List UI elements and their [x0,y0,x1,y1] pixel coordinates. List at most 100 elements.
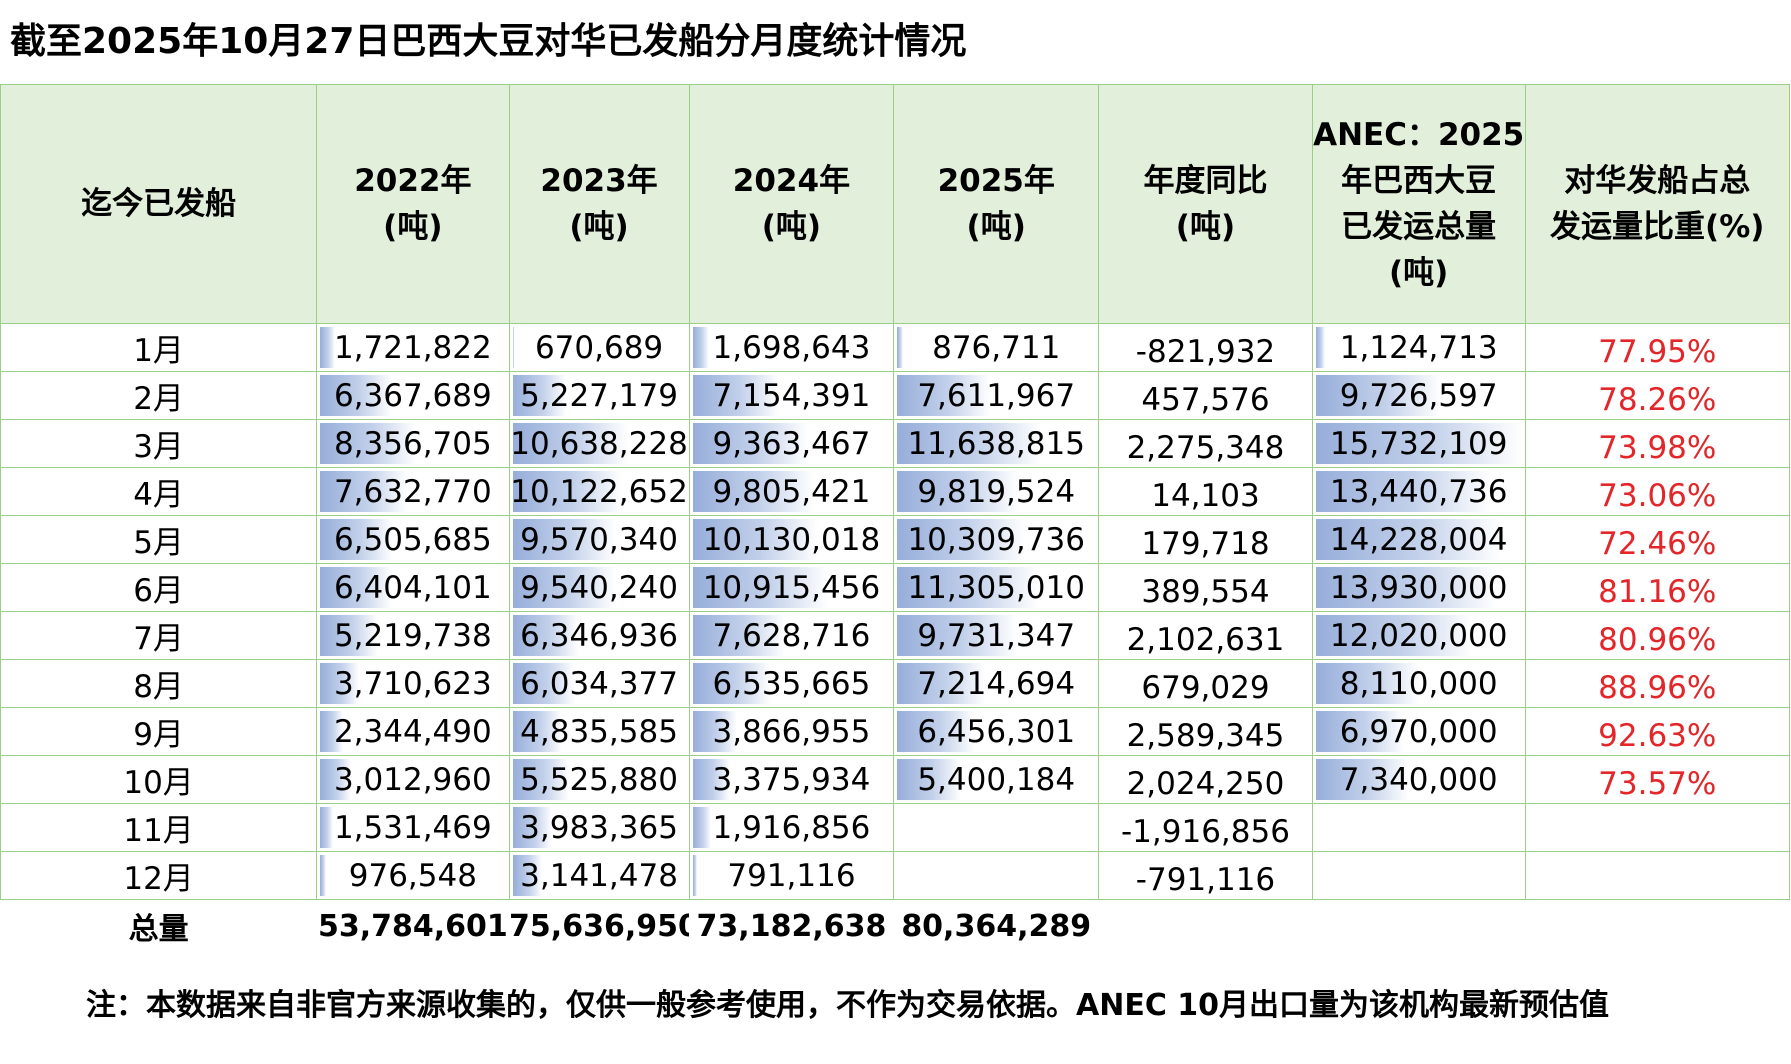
header-anec: ANEC：2025 年巴西大豆 已发运总量 (吨) [1311,84,1526,324]
data-bar [692,375,780,416]
cell-y2024: 3,866,955 [688,707,895,756]
cell-value: 5,227,179 [520,377,678,414]
cell-value: 1,531,469 [333,809,492,846]
cell-y2024: 7,154,391 [688,371,895,420]
data-bar [692,759,731,800]
cell-value: 8,356,705 [333,425,492,462]
cell-value: 14,103 [1151,477,1260,514]
table-row: 4月 7,632,770 10,122,652 9,805,421 9,819,524 1… [0,467,1790,516]
data-bar [692,471,814,512]
data-bar [512,711,562,752]
data-bar [897,663,985,704]
cell-value: 9月 [133,717,184,753]
cell-value: 73.06% [1598,477,1717,514]
header-line: (吨) [966,209,1026,245]
cell-value: 13,440,736 [1329,473,1508,510]
cell-y2024: 791,116 [688,851,895,900]
data-bar [512,855,543,896]
data-bar [1315,759,1409,800]
header-line: 2022年 [354,163,472,199]
data-bar [512,423,628,464]
cell-y2022: 7,632,770 [316,467,510,516]
data-bar [897,615,1018,656]
cell-y2023: 4,835,585 [508,707,690,756]
cell-y2025: 6,456,301 [893,707,1100,756]
cell-month: 9月 [0,707,318,756]
cell-y2023: 3,141,478 [508,851,690,900]
cell-anec: 9,726,597 [1311,371,1526,420]
cell-anec: 12,020,000 [1311,611,1526,660]
data-bar [512,375,566,416]
cell-pct: 73.98% [1524,419,1790,468]
cell-value: 4,835,585 [520,713,678,750]
cell-value: 78.26% [1598,381,1717,418]
header-line: 对华发船占总 [1564,163,1751,199]
cell-yoy: 457,576 [1098,371,1313,420]
data-bar [512,327,515,368]
cell-pct: 78.26% [1524,371,1790,420]
cell-value: 11,305,010 [907,569,1085,606]
total-row: 总量 53,784,601 75,636,950 73,182,638 80,3… [1,900,1790,953]
header-2024: 2024年 (吨) [688,84,895,324]
cell-value: 9,731,347 [917,617,1076,654]
cell-month: 2月 [0,371,318,420]
cell-yoy: 679,029 [1098,659,1313,708]
table-row: 5月 6,505,685 9,570,340 10,130,018 10,309,736… [0,515,1790,564]
cell-value: 5,525,880 [520,761,678,798]
cell-y2024: 1,698,643 [688,323,895,372]
table-row: 6月 6,404,101 9,540,240 10,915,456 11,305,010… [0,563,1790,612]
cell-anec [1311,803,1526,852]
data-bar [512,567,616,608]
cell-y2023: 10,638,228 [508,419,690,468]
cell-y2025 [893,803,1100,852]
cell-pct: 73.06% [1524,467,1790,516]
header-line: (吨) [1389,255,1449,291]
data-bar [1315,567,1498,608]
cell-value: 12,020,000 [1329,617,1508,654]
cell-anec: 8,110,000 [1311,659,1526,708]
cell-yoy: 14,103 [1098,467,1313,516]
table-row: 11月 1,531,469 3,983,365 1,916,856 -1,916,856 [0,803,1790,852]
table-row: 12月 976,548 3,141,478 791,116 -791,116 [0,851,1790,900]
data-bar [320,327,336,368]
table-row: 8月 3,710,623 6,034,377 6,535,665 7,214,694 67… [0,659,1790,708]
cell-value: 11月 [123,813,194,849]
data-bar [692,615,786,656]
cell-y2023: 9,570,340 [508,515,690,564]
cell-value: 12月 [123,861,194,897]
cell-month: 6月 [0,563,318,612]
cell-y2025: 876,711 [893,323,1100,372]
cell-value: -821,932 [1135,333,1276,370]
cell-value: 6,404,101 [333,569,492,606]
cell-y2025: 7,214,694 [893,659,1100,708]
data-bar [692,327,709,368]
data-bar [320,471,407,512]
cell-pct: 80.96% [1524,611,1790,660]
cell-value: 8月 [133,669,184,705]
cell-month: 1月 [0,323,318,372]
data-bar [320,663,360,704]
data-bar [1315,327,1325,368]
cell-yoy: -821,932 [1098,323,1313,372]
data-bar [692,519,818,560]
cell-y2025: 11,305,010 [893,563,1100,612]
cell-pct: 77.95% [1524,323,1790,372]
cell-anec: 13,930,000 [1311,563,1526,612]
cell-value: 5,219,738 [333,617,492,654]
cell-value: 10月 [123,765,194,801]
header-pct: 对华发船占总 发运量比重(%) [1524,84,1790,324]
cell-value: 791,116 [727,857,856,894]
cell-value: 9,540,240 [520,569,678,606]
table-row: 1月 1,721,822 670,689 1,698,643 876,711 -821,9… [0,323,1790,372]
cell-value: 5,400,184 [917,761,1076,798]
cell-value: 6,456,301 [917,713,1076,750]
cell-yoy: -1,916,856 [1098,803,1313,852]
cell-y2022: 6,505,685 [316,515,510,564]
cell-pct: 81.16% [1524,563,1790,612]
cell-value: 15,732,109 [1329,425,1508,462]
cell-value: 10,309,736 [907,521,1085,558]
cell-value: 73.57% [1598,765,1717,802]
cell-month: 7月 [0,611,318,660]
cell-month: 10月 [0,755,318,804]
cell-value: 7,214,694 [917,665,1076,702]
